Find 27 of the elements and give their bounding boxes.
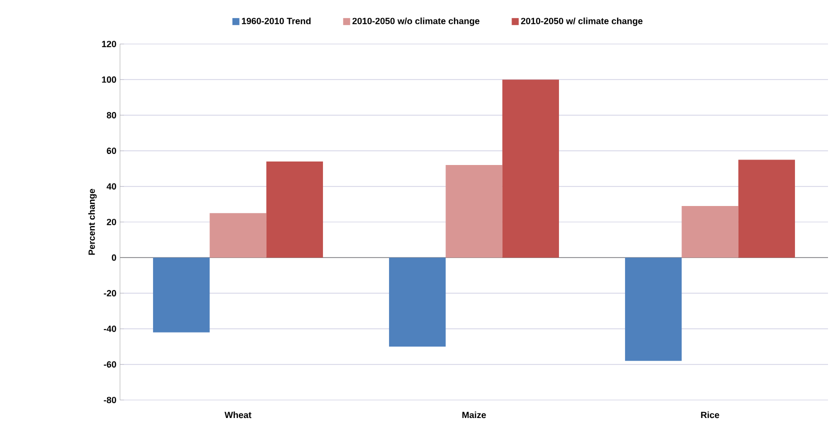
legend-label: 2010-2050 w/o climate change [352,18,480,26]
bar [682,206,738,258]
y-tick-label: -60 [104,361,116,368]
y-tick-label: 20 [106,218,116,226]
y-tick-label: 40 [106,183,116,190]
bar [210,213,266,258]
bar [153,258,210,332]
x-tick-label: Maize [462,412,486,418]
y-tick-label: 80 [106,112,116,118]
bar [738,160,795,258]
bar [625,258,682,361]
bar [266,161,323,258]
y-tick-label: 0 [112,254,116,261]
bar [389,258,446,347]
x-tick-label: Rice [701,412,720,418]
y-axis-title: Percent change [88,188,97,255]
y-tick-label: -40 [104,326,116,332]
y-tick-label: -80 [104,396,116,404]
legend-label: 2010-2050 w/ climate change [521,18,643,26]
y-tick-label: -20 [104,290,116,296]
legend-label: 1960-2010 Trend [242,18,311,24]
y-tick-label: 100 [102,76,116,83]
bar [502,80,559,258]
y-tick-label: 60 [106,148,116,154]
bar [446,165,502,258]
y-tick-label: 120 [102,40,116,48]
x-tick-label: Wheat [224,412,252,418]
